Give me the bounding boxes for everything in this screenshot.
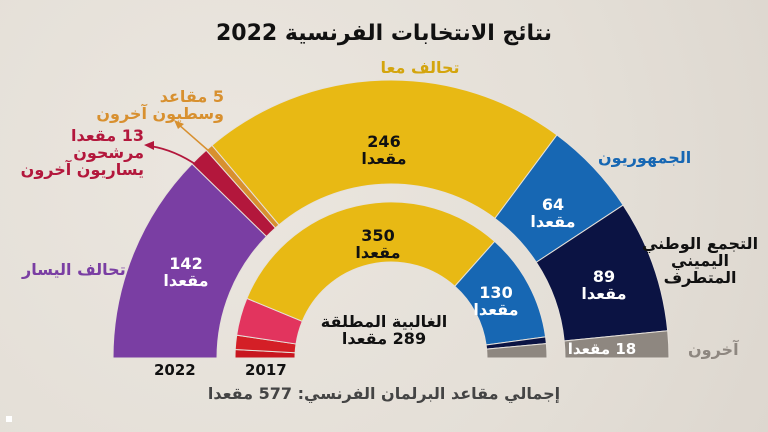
seats-rn: 89 مقعدا [581,267,627,303]
label-rn: التجمع الوطني اليميني المتطرف [641,234,759,287]
seats-left-alliance: 142 مقعدا [163,254,209,290]
label-others: آخرون [688,340,739,359]
label-left-alliance: تحالف اليسار [22,260,126,279]
inner-ring-segment-6 [486,343,548,359]
majority-value: 289 مقعدا [341,328,427,348]
arrow-head-left-others [144,141,154,150]
left-others-name: مرشحون يساريون آخرون [20,142,144,179]
chart-title: نتائج الانتخابات الفرنسية 2022 [215,21,553,46]
value: 64 [541,195,565,214]
majority-text: الغالبية المطلقة [320,312,448,331]
arrow-head-centrists [174,120,184,129]
seats-2017-ensemble: 350 مقعدا [355,226,401,262]
unit: مقعدا [473,299,519,319]
unit: مقعدا [355,242,401,262]
outer-ring-segment-3 [211,79,558,226]
value: 350 [361,226,395,245]
centrists-seats: 5 مقاعد [159,87,224,106]
label-ensemble: تحالف معا [380,58,460,77]
left-others-seats: 13 مقعدا [70,126,144,145]
majority-label: الغالبية المطلقة 289 مقعدا [320,312,448,348]
corner-marker [6,416,12,422]
arrow-left-others [149,145,199,167]
outer-ring-2022 [112,79,670,359]
unit: مقعدا [530,211,576,231]
label-left-others: 13 مقعدا مرشحون يساريون آخرون [14,126,144,179]
seats-republicans: 64 مقعدا [530,195,576,231]
label-republicans: الجمهوريون [598,148,692,167]
arrow-centrists [177,123,211,153]
seats-others: 18 مقعدا [567,340,637,358]
outer-ring-segment-6 [563,330,670,359]
year-label-2022: 2022 [154,361,196,379]
seats-2017-republicans: 130 مقعدا [473,283,519,319]
inner-ring-segment-3 [246,201,496,322]
callout-arrows [144,120,211,167]
label-centrists: 5 مقاعد وسطيون آخرون [96,87,224,123]
centrists-name: وسطيون آخرون [96,103,224,123]
value: 89 [592,267,616,286]
value: 246 [367,132,401,151]
value: 130 [479,283,513,302]
unit: مقعدا [581,283,627,303]
value: 142 [169,254,203,273]
inner-ring-2017 [234,201,548,359]
total-seats-footer: إجمالي مقاعد البرلمان الفرنسي: 577 مقعدا [207,384,561,403]
year-label-2017: 2017 [245,361,287,379]
unit: مقعدا [163,270,209,290]
seats-ensemble: 246 مقعدا [361,132,407,168]
unit: مقعدا [361,148,407,168]
